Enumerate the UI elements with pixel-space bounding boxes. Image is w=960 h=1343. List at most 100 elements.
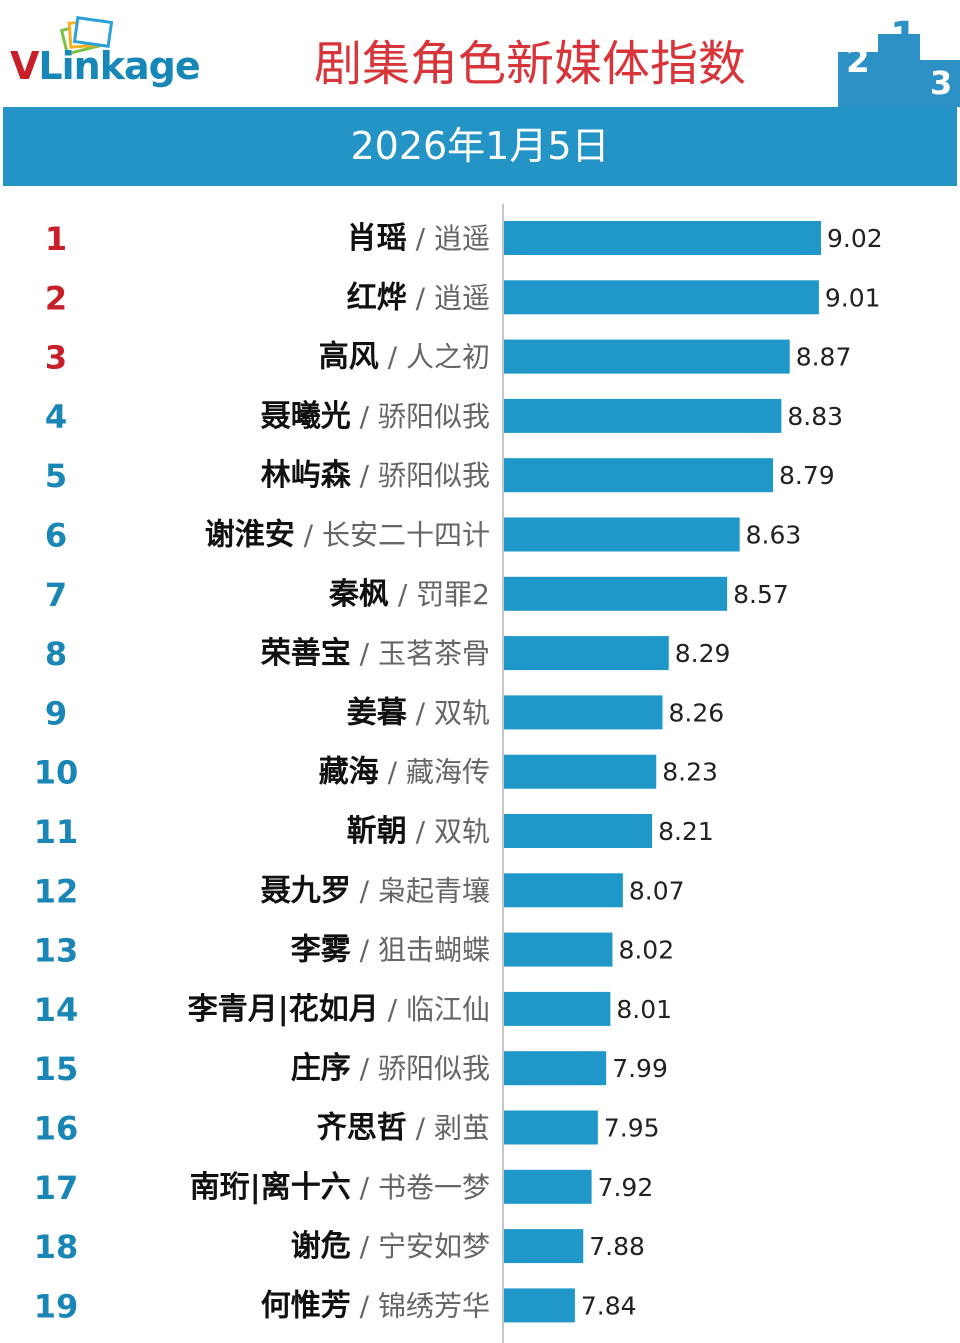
drama-title: 骄阳似我 <box>378 400 490 433</box>
character-name: 南珩|离十六 <box>190 1170 351 1205</box>
rank-number: 19 <box>34 1287 79 1325</box>
bar <box>504 636 669 670</box>
rank-number: 1 <box>45 220 67 258</box>
drama-title: 骄阳似我 <box>378 1052 490 1085</box>
bar <box>504 1288 575 1322</box>
rank-number: 4 <box>45 398 67 436</box>
data-label: 8.07 <box>629 876 685 905</box>
label-separator: / <box>407 281 434 314</box>
character-name: 何惟芳 <box>261 1288 351 1323</box>
row-label: 秦枫 / 罚罪2 <box>328 577 490 612</box>
bar <box>504 873 623 907</box>
character-name: 藏海 <box>319 755 379 790</box>
rank-number: 8 <box>45 635 67 673</box>
rank-number: 7 <box>45 576 67 614</box>
row-label: 聂九罗 / 枭起青壤 <box>261 873 490 908</box>
data-label: 7.88 <box>589 1232 645 1261</box>
drama-title: 双轨 <box>434 815 490 848</box>
ranking-bar-chart: 1 肖瑶 / 逍遥 9.02 2 红烨 / 逍遥 9.01 3 高风 / 人之初 8.87 4 聂曦… <box>0 186 960 1343</box>
drama-title: 书卷一梦 <box>378 1171 490 1204</box>
row-label: 红烨 / 逍遥 <box>347 280 490 315</box>
row-label: 藏海 / 藏海传 <box>319 755 490 790</box>
label-separator: / <box>351 400 378 433</box>
rank-number: 9 <box>45 694 67 732</box>
row-label: 高风 / 人之初 <box>319 340 490 375</box>
bar <box>504 992 610 1026</box>
data-label: 8.29 <box>675 639 731 668</box>
label-separator: / <box>407 696 434 729</box>
bar <box>504 1051 606 1085</box>
rank-number: 16 <box>34 1110 79 1148</box>
header: VLinkage 剧集角色新媒体指数 2 1 3 <box>0 0 960 107</box>
label-separator: / <box>407 1112 434 1145</box>
data-label: 8.23 <box>662 758 718 787</box>
bar <box>504 399 781 433</box>
row-label: 南珩|离十六 / 书卷一梦 <box>190 1170 490 1205</box>
character-name: 荣善宝 <box>261 636 351 671</box>
drama-title: 宁安如梦 <box>378 1230 490 1263</box>
drama-title: 双轨 <box>434 696 490 729</box>
label-separator: / <box>351 934 378 967</box>
character-name: 高风 <box>319 340 379 375</box>
character-name: 谢淮安 <box>205 518 295 553</box>
character-name: 靳朝 <box>347 814 407 849</box>
character-name: 齐思哲 <box>317 1111 407 1146</box>
label-separator: / <box>351 637 378 670</box>
character-name: 肖瑶 <box>347 221 407 256</box>
data-label: 8.01 <box>616 995 672 1024</box>
row-label: 李雾 / 狙击蝴蝶 <box>291 933 490 968</box>
drama-title: 逍遥 <box>434 222 490 255</box>
data-label: 7.84 <box>581 1291 637 1320</box>
character-name: 谢危 <box>291 1229 351 1264</box>
bar <box>504 1170 592 1204</box>
rank-number: 17 <box>34 1169 79 1207</box>
data-label: 8.83 <box>787 402 843 431</box>
row-label: 谢淮安 / 长安二十四计 <box>205 518 490 553</box>
label-separator: / <box>351 459 378 492</box>
row-label: 肖瑶 / 逍遥 <box>347 221 490 256</box>
rank-number: 14 <box>34 991 79 1029</box>
vlinkage-logo: VLinkage <box>10 14 210 94</box>
rank-number: 15 <box>34 1050 79 1088</box>
label-separator: / <box>407 222 434 255</box>
row-label: 聂曦光 / 骄阳似我 <box>261 399 490 434</box>
row-label: 庄序 / 骄阳似我 <box>291 1051 490 1086</box>
data-label: 8.87 <box>796 343 852 372</box>
label-separator: / <box>379 993 406 1026</box>
svg-text:3: 3 <box>930 64 952 102</box>
character-name: 红烨 <box>347 280 407 315</box>
row-label: 谢危 / 宁安如梦 <box>291 1229 490 1264</box>
rank-number: 12 <box>34 872 79 910</box>
podium-icon: 2 1 3 <box>838 14 960 107</box>
character-name: 李雾 <box>291 933 352 968</box>
drama-title: 剥茧 <box>434 1112 490 1145</box>
bar <box>504 933 612 967</box>
label-separator: / <box>351 1171 378 1204</box>
row-label: 李青月|花如月 / 临江仙 <box>188 992 490 1027</box>
drama-title: 临江仙 <box>406 993 490 1026</box>
label-separator: / <box>379 341 406 374</box>
data-label: 8.26 <box>669 698 725 727</box>
rank-number: 13 <box>34 932 79 970</box>
data-label: 8.57 <box>733 580 789 609</box>
drama-title: 长安二十四计 <box>322 519 490 552</box>
rank-number: 10 <box>34 754 79 792</box>
rank-number: 5 <box>45 457 67 495</box>
date-banner: 2026年1月5日 <box>3 107 957 186</box>
label-separator: / <box>389 578 416 611</box>
character-name: 秦枫 <box>328 577 389 612</box>
row-label: 何惟芳 / 锦绣芳华 <box>261 1288 490 1323</box>
bar <box>504 221 821 255</box>
drama-title: 玉茗茶骨 <box>378 637 490 670</box>
drama-title: 骄阳似我 <box>378 459 490 492</box>
bar <box>504 458 773 492</box>
row-label: 林屿森 / 骄阳似我 <box>261 458 490 493</box>
svg-text:1: 1 <box>890 14 918 60</box>
drama-title: 狙击蝴蝶 <box>378 934 490 967</box>
data-label: 7.99 <box>612 1054 668 1083</box>
drama-title: 人之初 <box>406 341 490 374</box>
page-title: 剧集角色新媒体指数 <box>270 34 790 94</box>
label-separator: / <box>351 874 378 907</box>
rank-number: 11 <box>34 813 79 851</box>
label-separator: / <box>295 519 322 552</box>
